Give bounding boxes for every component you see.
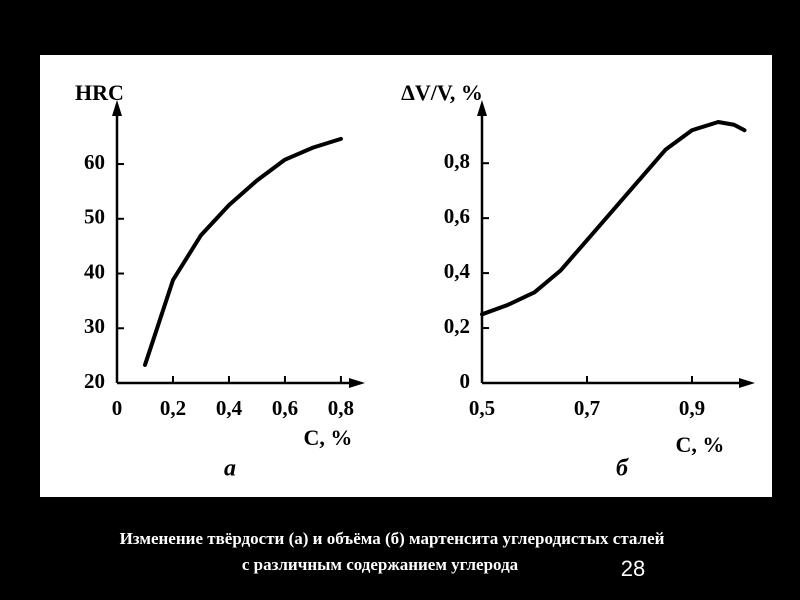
y-tick-label: 0,8 bbox=[444, 149, 470, 173]
y-tick-label: 0,2 bbox=[444, 314, 470, 338]
caption-line: Изменение твёрдости (а) и объёма (б) мар… bbox=[120, 529, 665, 548]
y-tick-label: 60 bbox=[84, 150, 105, 174]
x-axis-arrow bbox=[739, 378, 755, 388]
y-axis-label: ΔV/V, % bbox=[401, 80, 483, 105]
data-line bbox=[480, 119, 747, 317]
x-tick-label: 0,4 bbox=[216, 396, 243, 420]
y-tick-label: 0,4 bbox=[444, 259, 471, 283]
page-number: 28 bbox=[621, 556, 645, 581]
figure-panel bbox=[40, 55, 772, 497]
x-tick-label: 0,2 bbox=[160, 396, 186, 420]
y-tick-label: 30 bbox=[84, 314, 105, 338]
y-tick-label: 0,6 bbox=[444, 204, 470, 228]
x-tick-label: 0,5 bbox=[469, 396, 495, 420]
x-tick-label: 0,8 bbox=[328, 396, 354, 420]
y-tick-label: 40 bbox=[84, 259, 105, 283]
panel-label: а bbox=[224, 456, 236, 482]
y-tick-label: 20 bbox=[84, 369, 105, 393]
x-tick-label: 0,7 bbox=[574, 396, 600, 420]
y-axis-arrow bbox=[477, 100, 487, 116]
data-line bbox=[142, 136, 343, 367]
panel-label: б bbox=[616, 456, 629, 482]
x-axis-arrow bbox=[349, 378, 365, 388]
x-tick-label: 0,6 bbox=[272, 396, 298, 420]
y-tick-label: 50 bbox=[84, 205, 105, 229]
y-tick-label: 0 bbox=[460, 369, 471, 393]
x-axis-label: C, % bbox=[676, 432, 725, 457]
y-axis-arrow bbox=[112, 100, 122, 116]
caption-line: с различным содержанием углерода bbox=[242, 555, 519, 574]
y-axis-label: HRC bbox=[75, 80, 124, 105]
x-tick-label: 0,9 bbox=[679, 396, 705, 420]
x-tick-label: 0 bbox=[112, 396, 123, 420]
x-axis-label: C, % bbox=[304, 425, 353, 450]
